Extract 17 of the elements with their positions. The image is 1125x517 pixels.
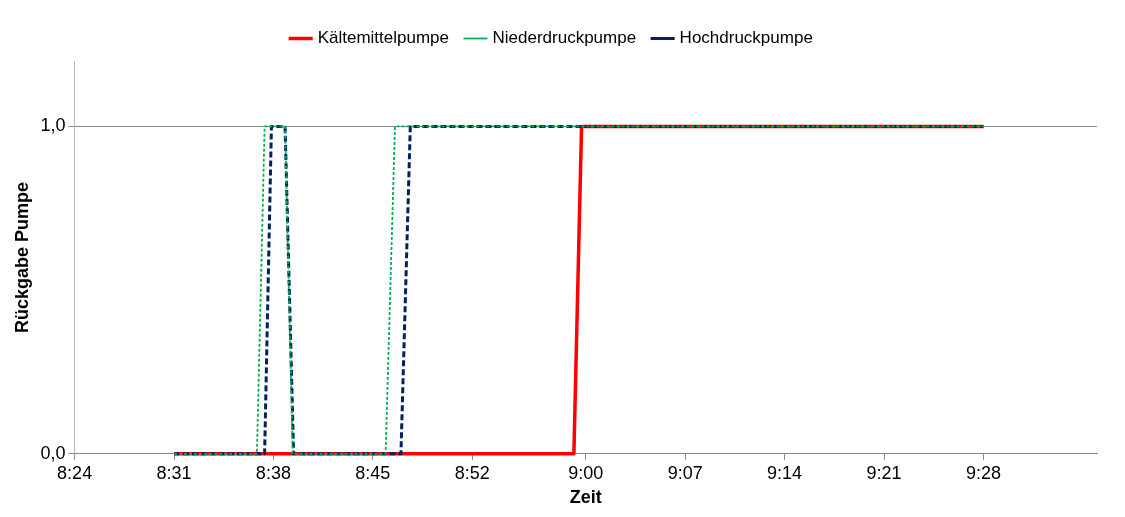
legend-label: Kältemittelpumpe — [317, 28, 449, 48]
y-axis-title: Rückgabe Pumpe — [11, 181, 32, 333]
x-tick-label: 9:07 — [667, 462, 703, 483]
x-tick-label: 8:52 — [454, 462, 490, 483]
x-tick-label: 9:21 — [866, 462, 902, 483]
legend-label: Niederdruckpumpe — [492, 28, 637, 48]
x-tick-label: 9:28 — [965, 462, 1001, 483]
x-tick-label: 8:38 — [255, 462, 291, 483]
y-tick-label: 0,0 — [40, 442, 66, 463]
x-tick-label: 8:45 — [355, 462, 391, 483]
legend-label: Hochdruckpumpe — [679, 28, 813, 48]
x-tick-label: 8:24 — [57, 462, 93, 483]
x-tick-label: 9:00 — [568, 462, 604, 483]
x-tick-label: 8:31 — [156, 462, 192, 483]
x-axis-title: Zeit — [569, 487, 602, 508]
x-tick-label: 9:14 — [767, 462, 803, 483]
y-tick-label: 1,0 — [40, 115, 66, 136]
